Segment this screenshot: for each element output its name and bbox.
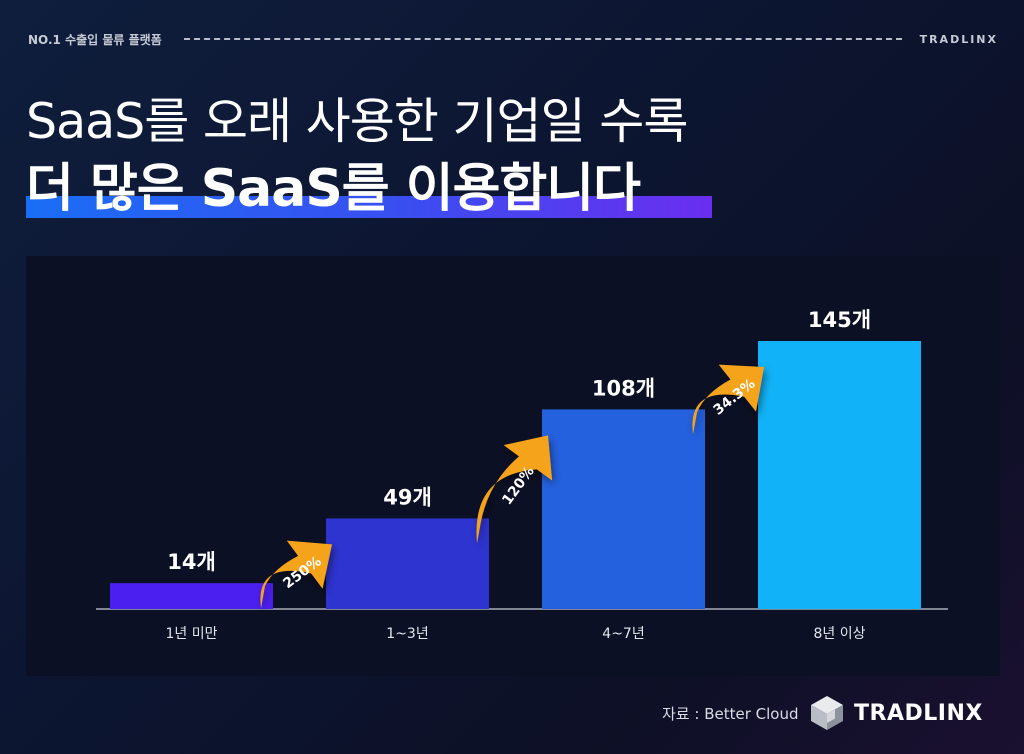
- headline-highlight-bar: [26, 196, 712, 218]
- value-label-2: 49개: [383, 485, 432, 509]
- value-label-3: 108개: [592, 376, 655, 400]
- value-label-1: 14개: [167, 550, 216, 574]
- cube-logo-icon: [811, 696, 843, 730]
- headline-line-1: SaaS를 오래 사용한 기업일 수록: [26, 93, 688, 150]
- bar-3: [542, 409, 705, 609]
- tradlinx-logo: TRADLINX: [808, 694, 983, 732]
- top-bar: NO.1 수출입 물류 플랫폼 TRADLINX: [28, 30, 998, 48]
- growth-arrow-1: [260, 540, 332, 609]
- brand-name-top: TRADLINX: [919, 32, 998, 46]
- growth-arrow-3: [692, 364, 764, 435]
- category-label-3: 4~7년: [602, 626, 644, 642]
- headline-line-2: 더 많은 SaaS를 이용합니다: [26, 159, 641, 219]
- growth-arrow-2: [476, 435, 553, 544]
- logo-wordmark: TRADLINX: [854, 700, 983, 726]
- bar-1: [110, 583, 273, 609]
- source-note: 자료 : Better Cloud: [662, 705, 799, 723]
- platform-tag: NO.1 수출입 물류 플랫폼: [28, 32, 162, 47]
- category-label-1: 1년 미만: [166, 626, 218, 642]
- bar-2: [326, 518, 489, 609]
- chart-panel: 14개 1년 미만 49개 1~3년 108개 4~7년 145개 8년 이상 250% 120%…: [26, 256, 1000, 676]
- bar-4: [758, 341, 921, 609]
- category-label-2: 1~3년: [386, 626, 428, 642]
- dashed-divider: [183, 38, 902, 40]
- category-label-4: 8년 이상: [814, 626, 866, 642]
- value-label-4: 145개: [808, 308, 871, 332]
